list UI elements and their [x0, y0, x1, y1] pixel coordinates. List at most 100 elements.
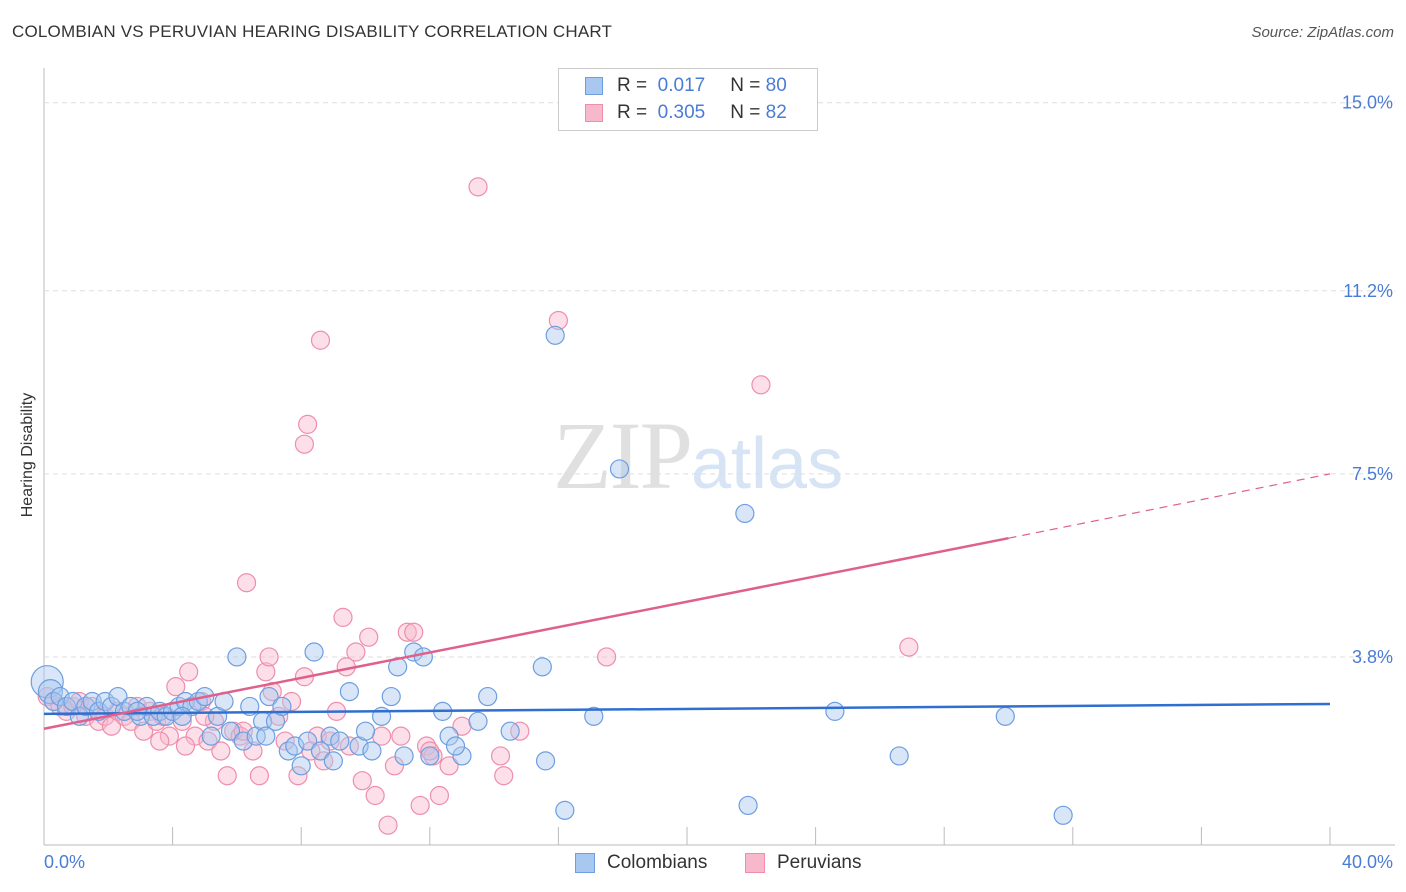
colombian-point	[555, 800, 575, 820]
colombian-point	[995, 706, 1015, 726]
colombian-point	[738, 795, 758, 816]
legend-r-value-colombians: 0.017	[657, 75, 706, 96]
colombian-point	[233, 731, 253, 751]
peruvian-point	[751, 375, 771, 395]
peruvian-point	[166, 677, 186, 697]
y-tick-label: 15.0%	[1342, 93, 1393, 113]
peruvian-point	[294, 434, 315, 454]
colombian-point	[420, 746, 440, 766]
x-tick-label-min: 0.0%	[44, 852, 86, 872]
colombian-point	[889, 746, 909, 766]
peruvian-point	[236, 573, 257, 593]
peruvian-point	[439, 756, 459, 776]
colombian-point	[291, 756, 311, 776]
colombian-point	[259, 686, 279, 707]
peruvian-point	[597, 647, 617, 667]
peruvian-point	[217, 766, 237, 786]
peruvian-point	[429, 785, 450, 806]
colombian-point	[256, 726, 276, 746]
bottom-legend-colombians: Colombians	[575, 852, 707, 874]
colombian-point	[381, 686, 401, 707]
colombian-point	[468, 711, 488, 731]
colombian-point	[56, 696, 77, 717]
peruvian-point	[490, 746, 511, 766]
colombian-point	[95, 691, 115, 712]
peruvian-point	[378, 815, 398, 835]
peruvian-point	[211, 741, 231, 761]
colombian-point	[320, 726, 340, 746]
peruvian-point	[384, 756, 405, 776]
colombian-point	[44, 691, 64, 712]
source-label: Source: ZipAtlas.com	[1251, 24, 1394, 41]
peruvian-point	[899, 637, 919, 657]
peruvian-point	[310, 330, 331, 350]
colombian-point	[394, 746, 414, 766]
colombian-point	[278, 741, 298, 761]
colombian-point	[220, 721, 241, 741]
peruvian-point	[179, 662, 199, 682]
colombian-point	[285, 736, 305, 756]
legend-row-peruvians: R = 0.305 N = 82	[585, 102, 787, 124]
legend-r-label: R =	[617, 75, 648, 96]
peruvian-point	[281, 691, 302, 712]
colombian-point	[172, 706, 192, 726]
colombian-point	[323, 751, 343, 771]
peruvian-point	[404, 622, 424, 642]
peruvian-point	[339, 736, 360, 756]
colombian-point	[298, 731, 318, 751]
legend: R = 0.017 N = 80 R = 0.305 N = 82	[558, 68, 818, 131]
peruvian-point	[420, 741, 440, 761]
colombian-point	[227, 647, 247, 667]
peruvian-point	[298, 414, 318, 434]
y-tick-label: 3.8%	[1352, 647, 1393, 667]
peruvian-point	[150, 731, 170, 751]
peruvian-point	[159, 726, 179, 746]
colombian-point	[1053, 805, 1073, 825]
colombian-point	[304, 642, 324, 662]
colombian-point	[535, 751, 556, 771]
bottom-legend-label-peruvians: Peruvians	[777, 852, 862, 873]
peruvians-trend-extension	[1008, 473, 1331, 539]
peruvian-point	[391, 726, 411, 746]
peruvian-point	[185, 726, 205, 746]
peruvian-point	[249, 766, 270, 786]
peruvian-point	[494, 766, 514, 786]
colombian-point	[735, 503, 755, 524]
bottom-legend-label-colombians: Colombians	[607, 852, 708, 873]
colombian-point	[452, 746, 472, 766]
bottom-legend-swatch-colombians	[575, 853, 595, 873]
colombian-point	[201, 726, 221, 746]
y-tick-label: 7.5%	[1352, 464, 1393, 484]
colombians-trend-line	[43, 702, 1331, 716]
peruvian-point	[548, 310, 569, 331]
peruvian-point	[359, 627, 379, 647]
colombian-point	[439, 726, 459, 746]
legend-n-value-colombians: 80	[765, 75, 787, 96]
legend-n-label: N =	[730, 102, 761, 123]
watermark-atlas: atlas	[691, 424, 844, 504]
peruvian-point	[134, 721, 154, 741]
legend-swatch-peruvians	[585, 104, 603, 122]
chart-title: COLOMBIAN VS PERUVIAN HEARING DISABILITY…	[12, 22, 613, 41]
colombian-point	[362, 741, 382, 761]
watermark-zip: ZIP	[553, 402, 693, 509]
peruvian-point	[352, 771, 372, 791]
legend-n-value-peruvians: 82	[765, 102, 787, 123]
colombian-point	[182, 696, 202, 717]
colombian-point	[355, 721, 376, 741]
colombian-point	[500, 721, 520, 741]
bottom-legend-swatch-peruvians	[745, 853, 765, 873]
colombian-point	[30, 665, 64, 699]
peruvian-point	[365, 785, 385, 806]
legend-row-colombians: R = 0.017 N = 80	[585, 75, 787, 97]
colombian-point	[825, 701, 845, 721]
colombian-point	[240, 696, 260, 717]
peruvian-point	[259, 647, 279, 667]
peruvian-point	[346, 642, 366, 662]
peruvian-point	[175, 736, 196, 756]
legend-swatch-colombians	[585, 77, 603, 95]
colombian-point	[478, 686, 498, 707]
colombian-point	[413, 647, 433, 667]
colombian-point	[545, 325, 565, 345]
